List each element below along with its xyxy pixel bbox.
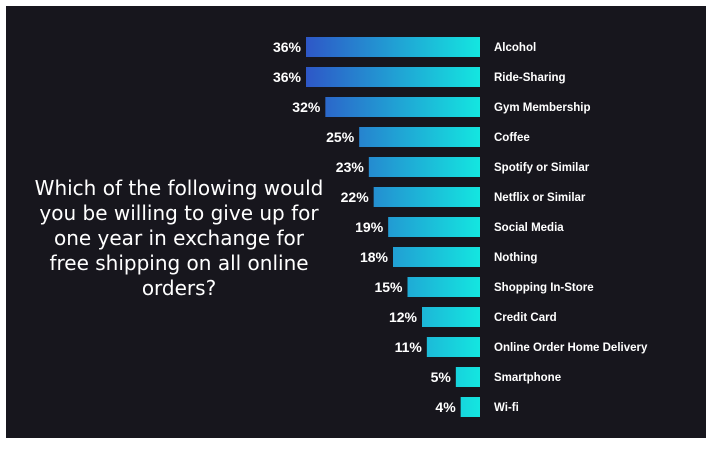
category-label: Spotify or Similar xyxy=(494,162,590,174)
bar-gym-membership xyxy=(325,97,480,117)
bar-smartphone xyxy=(455,367,480,387)
category-label: Online Order Home Delivery xyxy=(494,342,648,354)
category-label: Shopping In-Store xyxy=(494,282,594,294)
bars-group: 36% Alcohol 36% Ride-Sharing 32% Gym Membersh… xyxy=(273,37,648,417)
value-label: 5% xyxy=(431,369,452,385)
value-label: 36% xyxy=(273,69,302,85)
bar-shopping-in-store xyxy=(407,277,480,297)
category-label: Netflix or Similar xyxy=(494,192,586,204)
category-label: Social Media xyxy=(494,222,564,234)
question-text: Which of the following would you be will… xyxy=(34,176,324,300)
value-label: 18% xyxy=(360,249,389,265)
value-label: 15% xyxy=(374,279,403,295)
value-label: 4% xyxy=(435,399,456,415)
category-label: Alcohol xyxy=(494,42,536,54)
value-label: 36% xyxy=(273,39,302,55)
bar-credit-card xyxy=(422,307,480,327)
category-label: Ride-Sharing xyxy=(494,72,566,84)
bar-wi-fi xyxy=(460,397,480,417)
bar-nothing xyxy=(393,247,480,267)
category-label: Smartphone xyxy=(494,372,561,384)
bar-online-order-home-delivery xyxy=(426,337,480,357)
bar-coffee xyxy=(359,127,480,147)
category-label: Coffee xyxy=(494,132,530,144)
bar-netflix-or-similar xyxy=(373,187,480,207)
bar-alcohol xyxy=(306,37,480,57)
value-label: 23% xyxy=(336,159,365,175)
bar-spotify-or-similar xyxy=(368,157,480,177)
value-label: 19% xyxy=(355,219,384,235)
value-label: 32% xyxy=(292,99,321,115)
value-label: 22% xyxy=(341,189,370,205)
category-label: Wi-fi xyxy=(494,402,519,414)
bar-ride-sharing xyxy=(306,67,480,87)
bar-social-media xyxy=(388,217,480,237)
category-label: Gym Membership xyxy=(494,102,591,114)
value-label: 11% xyxy=(395,339,423,355)
category-label: Nothing xyxy=(494,252,537,264)
category-label: Credit Card xyxy=(494,312,557,324)
value-label: 12% xyxy=(389,309,418,325)
value-label: 25% xyxy=(326,129,355,145)
